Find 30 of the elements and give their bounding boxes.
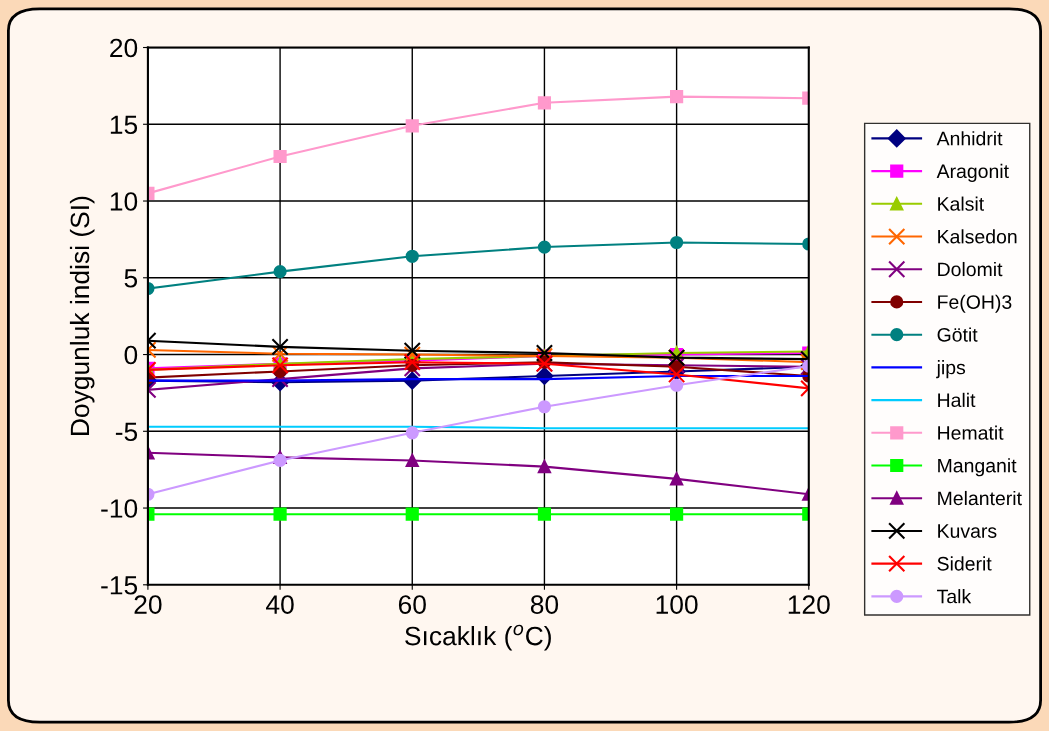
legend-label: Aragonit: [936, 163, 1009, 182]
legend-label: Manganit: [938, 458, 1017, 477]
legend-label: Anhidrit: [936, 131, 1003, 146]
legend-label: Hematit: [938, 425, 1004, 440]
legend-label: Kuvars: [938, 524, 997, 538]
y-tick-label: -5: [115, 422, 138, 442]
x-tick-label: 80: [530, 595, 559, 614]
y-tick-label: -10: [101, 499, 138, 518]
legend-label: jips: [936, 360, 966, 379]
legend-label: Kalsedon: [938, 229, 1017, 244]
y-tick-label: 20: [110, 38, 138, 58]
x-tick-label: 120: [788, 595, 830, 614]
legend-label: Melanterit: [938, 490, 1022, 506]
y-axis-title: Doygunluk indisi (SI): [69, 196, 95, 435]
legend-label: Götit: [937, 327, 978, 342]
y-tick-label: -15: [101, 576, 138, 595]
x-tick-label: 60: [398, 595, 426, 614]
x-axis-title: Sıcaklık ($^{o}$C): [405, 624, 551, 651]
legend-label: Fe(OH)3: [938, 294, 1012, 313]
legend-label: Kalsit: [938, 196, 985, 211]
y-tick-label: 0: [124, 345, 138, 365]
legend-label: Halit: [938, 392, 976, 408]
y-tick-label: 10: [110, 192, 138, 211]
y-tick-label: 15: [110, 115, 138, 135]
legend-label: Dolomit: [938, 261, 1003, 277]
legend-label: Talk: [937, 589, 972, 604]
x-tick-label: 40: [266, 595, 294, 614]
x-tick-label: 100: [656, 595, 698, 614]
legend-label: Siderit: [937, 556, 992, 571]
y-tick-label: 5: [124, 269, 138, 288]
